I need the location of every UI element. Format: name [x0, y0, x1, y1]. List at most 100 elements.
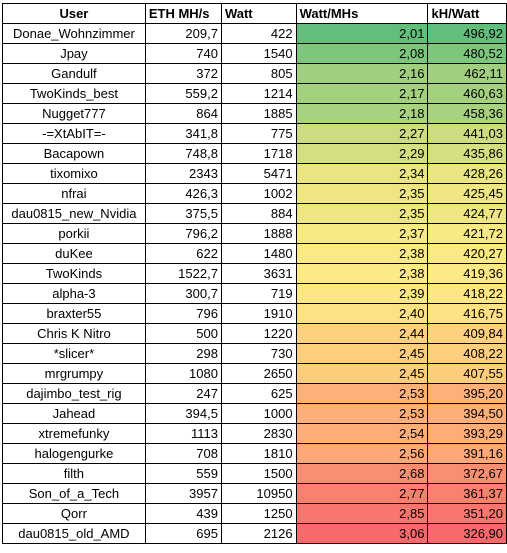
watt-per-mhs-cell[interactable]: 2,27 — [295, 123, 429, 144]
watt-per-mhs-cell[interactable]: 2,16 — [295, 63, 429, 84]
watt-cell[interactable]: 1910 — [220, 303, 297, 324]
eth-mhs-cell[interactable]: 394,5 — [144, 403, 222, 424]
user-cell[interactable]: Chris K Nitro — [2, 323, 146, 344]
user-cell[interactable]: TwoKinds — [2, 263, 146, 284]
eth-mhs-cell[interactable]: 748,8 — [144, 143, 222, 164]
watt-cell[interactable]: 1885 — [220, 103, 297, 124]
user-cell[interactable]: mrgrumpy — [2, 363, 146, 384]
eth-mhs-cell[interactable]: 3957 — [144, 483, 222, 504]
kh-per-watt-cell[interactable]: 418,22 — [427, 283, 507, 304]
watt-cell[interactable]: 1002 — [220, 183, 297, 204]
eth-mhs-cell[interactable]: 796,2 — [144, 223, 222, 244]
user-cell[interactable]: dajimbo_test_rig — [2, 383, 146, 404]
watt-per-mhs-cell[interactable]: 2,34 — [295, 163, 429, 184]
eth-mhs-cell[interactable]: 559,2 — [144, 83, 222, 104]
user-cell[interactable]: alpha-3 — [2, 283, 146, 304]
watt-cell[interactable]: 884 — [220, 203, 297, 224]
header-watt-per-mhs[interactable]: Watt/MHs — [295, 3, 429, 24]
kh-per-watt-cell[interactable]: 421,72 — [427, 223, 507, 244]
user-cell[interactable]: halogengurke — [2, 443, 146, 464]
kh-per-watt-cell[interactable]: 407,55 — [427, 363, 507, 384]
watt-per-mhs-cell[interactable]: 2,53 — [295, 383, 429, 404]
watt-cell[interactable]: 1220 — [220, 323, 297, 344]
watt-cell[interactable]: 1214 — [220, 83, 297, 104]
kh-per-watt-cell[interactable]: 391,16 — [427, 443, 507, 464]
user-cell[interactable]: Donae_Wohnzimmer — [2, 23, 146, 44]
watt-cell[interactable]: 1718 — [220, 143, 297, 164]
kh-per-watt-cell[interactable]: 326,90 — [427, 523, 507, 544]
watt-per-mhs-cell[interactable]: 2,68 — [295, 463, 429, 484]
watt-per-mhs-cell[interactable]: 2,18 — [295, 103, 429, 124]
watt-per-mhs-cell[interactable]: 2,39 — [295, 283, 429, 304]
eth-mhs-cell[interactable]: 864 — [144, 103, 222, 124]
user-cell[interactable]: porkii — [2, 223, 146, 244]
user-cell[interactable]: xtremefunky — [2, 423, 146, 444]
watt-cell[interactable]: 2830 — [220, 423, 297, 444]
watt-cell[interactable]: 625 — [220, 383, 297, 404]
watt-per-mhs-cell[interactable]: 2,35 — [295, 183, 429, 204]
kh-per-watt-cell[interactable]: 419,36 — [427, 263, 507, 284]
kh-per-watt-cell[interactable]: 408,22 — [427, 343, 507, 364]
watt-per-mhs-cell[interactable]: 2,56 — [295, 443, 429, 464]
watt-cell[interactable]: 805 — [220, 63, 297, 84]
watt-cell[interactable]: 10950 — [220, 483, 297, 504]
watt-cell[interactable]: 2650 — [220, 363, 297, 384]
kh-per-watt-cell[interactable]: 425,45 — [427, 183, 507, 204]
watt-per-mhs-cell[interactable]: 2,37 — [295, 223, 429, 244]
eth-mhs-cell[interactable]: 300,7 — [144, 283, 222, 304]
watt-cell[interactable]: 730 — [220, 343, 297, 364]
kh-per-watt-cell[interactable]: 395,20 — [427, 383, 507, 404]
user-cell[interactable]: dau0815_old_AMD — [2, 523, 146, 544]
user-cell[interactable]: dau0815_new_Nvidia — [2, 203, 146, 224]
eth-mhs-cell[interactable]: 708 — [144, 443, 222, 464]
eth-mhs-cell[interactable]: 695 — [144, 523, 222, 544]
kh-per-watt-cell[interactable]: 428,26 — [427, 163, 507, 184]
user-cell[interactable]: tixomixo — [2, 163, 146, 184]
kh-per-watt-cell[interactable]: 441,03 — [427, 123, 507, 144]
user-cell[interactable]: braxter55 — [2, 303, 146, 324]
eth-mhs-cell[interactable]: 439 — [144, 503, 222, 524]
kh-per-watt-cell[interactable]: 496,92 — [427, 23, 507, 44]
watt-cell[interactable]: 1810 — [220, 443, 297, 464]
user-cell[interactable]: Bacapown — [2, 143, 146, 164]
watt-cell[interactable]: 422 — [220, 23, 297, 44]
watt-cell[interactable]: 2126 — [220, 523, 297, 544]
watt-cell[interactable]: 719 — [220, 283, 297, 304]
watt-per-mhs-cell[interactable]: 2,29 — [295, 143, 429, 164]
watt-per-mhs-cell[interactable]: 2,17 — [295, 83, 429, 104]
user-cell[interactable]: Qorr — [2, 503, 146, 524]
watt-cell[interactable]: 1888 — [220, 223, 297, 244]
header-kh-per-watt[interactable]: kH/Watt — [427, 3, 507, 24]
watt-cell[interactable]: 1500 — [220, 463, 297, 484]
watt-per-mhs-cell[interactable]: 2,45 — [295, 343, 429, 364]
user-cell[interactable]: nfrai — [2, 183, 146, 204]
header-user[interactable]: User — [2, 3, 146, 24]
eth-mhs-cell[interactable]: 2343 — [144, 163, 222, 184]
eth-mhs-cell[interactable]: 372 — [144, 63, 222, 84]
watt-per-mhs-cell[interactable]: 2,35 — [295, 203, 429, 224]
kh-per-watt-cell[interactable]: 394,50 — [427, 403, 507, 424]
eth-mhs-cell[interactable]: 796 — [144, 303, 222, 324]
kh-per-watt-cell[interactable]: 420,27 — [427, 243, 507, 264]
kh-per-watt-cell[interactable]: 424,77 — [427, 203, 507, 224]
watt-cell[interactable]: 1250 — [220, 503, 297, 524]
watt-per-mhs-cell[interactable]: 2,08 — [295, 43, 429, 64]
watt-cell[interactable]: 1000 — [220, 403, 297, 424]
user-cell[interactable]: Jpay — [2, 43, 146, 64]
watt-per-mhs-cell[interactable]: 2,40 — [295, 303, 429, 324]
kh-per-watt-cell[interactable]: 372,67 — [427, 463, 507, 484]
watt-per-mhs-cell[interactable]: 2,45 — [295, 363, 429, 384]
kh-per-watt-cell[interactable]: 393,29 — [427, 423, 507, 444]
eth-mhs-cell[interactable]: 375,5 — [144, 203, 222, 224]
eth-mhs-cell[interactable]: 426,3 — [144, 183, 222, 204]
user-cell[interactable]: Nugget777 — [2, 103, 146, 124]
eth-mhs-cell[interactable]: 559 — [144, 463, 222, 484]
user-cell[interactable]: duKee — [2, 243, 146, 264]
kh-per-watt-cell[interactable]: 435,86 — [427, 143, 507, 164]
eth-mhs-cell[interactable]: 500 — [144, 323, 222, 344]
user-cell[interactable]: filth — [2, 463, 146, 484]
kh-per-watt-cell[interactable]: 416,75 — [427, 303, 507, 324]
header-watt[interactable]: Watt — [220, 3, 297, 24]
kh-per-watt-cell[interactable]: 460,63 — [427, 83, 507, 104]
eth-mhs-cell[interactable]: 247 — [144, 383, 222, 404]
